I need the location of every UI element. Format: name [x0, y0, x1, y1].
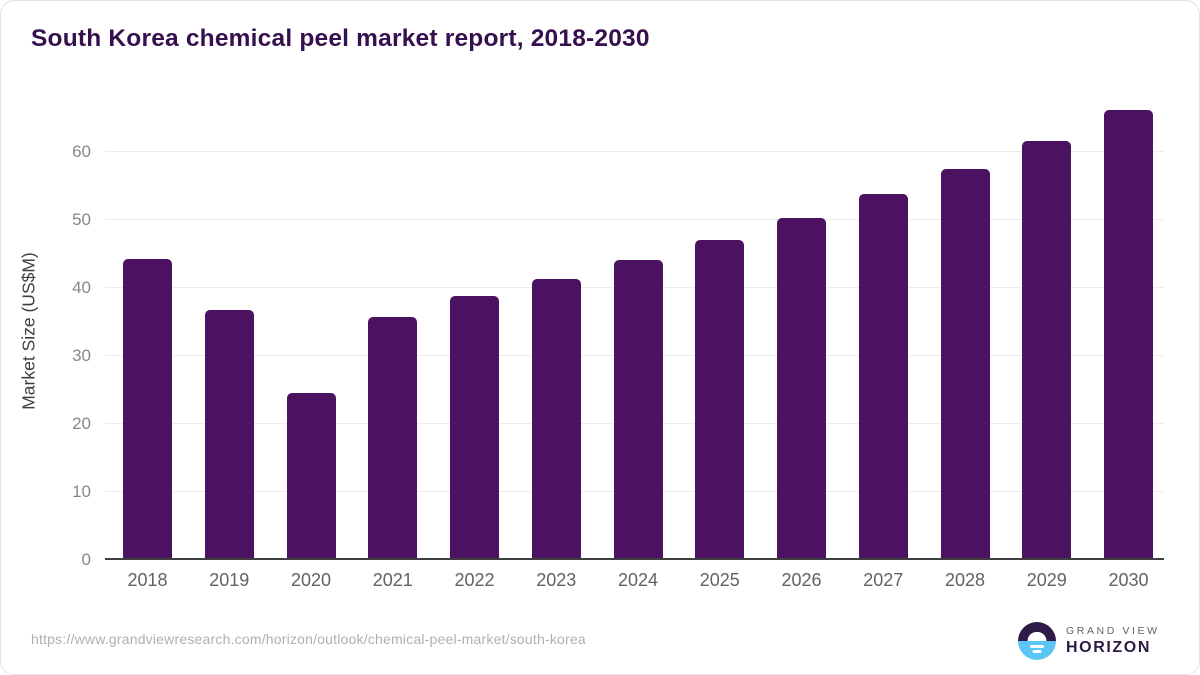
- x-tick-label: 2023: [536, 570, 577, 590]
- bar-2021: [368, 317, 418, 558]
- source-url: https://www.grandviewresearch.com/horizo…: [31, 631, 586, 647]
- brand-grand-view-label: GRAND VIEW: [1066, 625, 1160, 637]
- bar-2019: [204, 310, 254, 558]
- gridline: [105, 219, 1164, 220]
- y-tick-label: 10: [72, 482, 91, 501]
- x-tick-label: 2026: [781, 570, 822, 590]
- bar-2028: [940, 169, 990, 558]
- x-axis-line: [105, 558, 1164, 560]
- brand-logo: GRAND VIEW HORIZON: [1018, 622, 1160, 660]
- bar-2020: [286, 393, 336, 558]
- x-tick-label: 2030: [1108, 570, 1149, 590]
- x-tick-label: 2022: [454, 570, 495, 590]
- bar-2022: [450, 296, 499, 558]
- bar-2029: [1022, 141, 1072, 558]
- gridline: [105, 151, 1164, 152]
- x-tick-label: 2021: [372, 570, 413, 590]
- x-tick-label: 2018: [127, 570, 168, 590]
- x-tick-label: 2028: [944, 570, 986, 590]
- x-tick-label: 2024: [617, 570, 659, 590]
- bar-2027: [858, 194, 908, 558]
- chart-title: South Korea chemical peel market report,…: [31, 25, 650, 52]
- bar-2025: [695, 240, 745, 558]
- bar-2018: [123, 259, 172, 558]
- x-tick-label: 2020: [290, 570, 332, 590]
- y-tick-label: 60: [72, 142, 91, 161]
- bar-2024: [613, 260, 663, 558]
- y-axis-title: Market Size (US$M): [18, 251, 39, 410]
- x-tick-label: 2025: [699, 570, 740, 590]
- y-tick-label: 50: [72, 210, 91, 229]
- y-tick-label: 0: [81, 550, 91, 569]
- x-tick-label: 2027: [863, 570, 904, 590]
- bar-2026: [777, 218, 826, 558]
- plot-area: Market Size (US$M) 0 10 20 30 40 50 60 2018 2019…: [19, 101, 1164, 590]
- bar-2023: [531, 279, 581, 558]
- y-tick-label: 30: [72, 346, 91, 365]
- horizon-sunrise-icon: [1018, 622, 1056, 660]
- y-tick-label: 20: [72, 414, 91, 433]
- y-tick-label: 40: [72, 278, 91, 297]
- brand-wordmark: GRAND VIEW HORIZON: [1066, 625, 1160, 657]
- x-tick-label: 2019: [209, 570, 250, 590]
- brand-horizon-label: HORIZON: [1066, 639, 1151, 656]
- x-tick-label: 2029: [1026, 570, 1067, 590]
- bar-2030: [1104, 109, 1153, 558]
